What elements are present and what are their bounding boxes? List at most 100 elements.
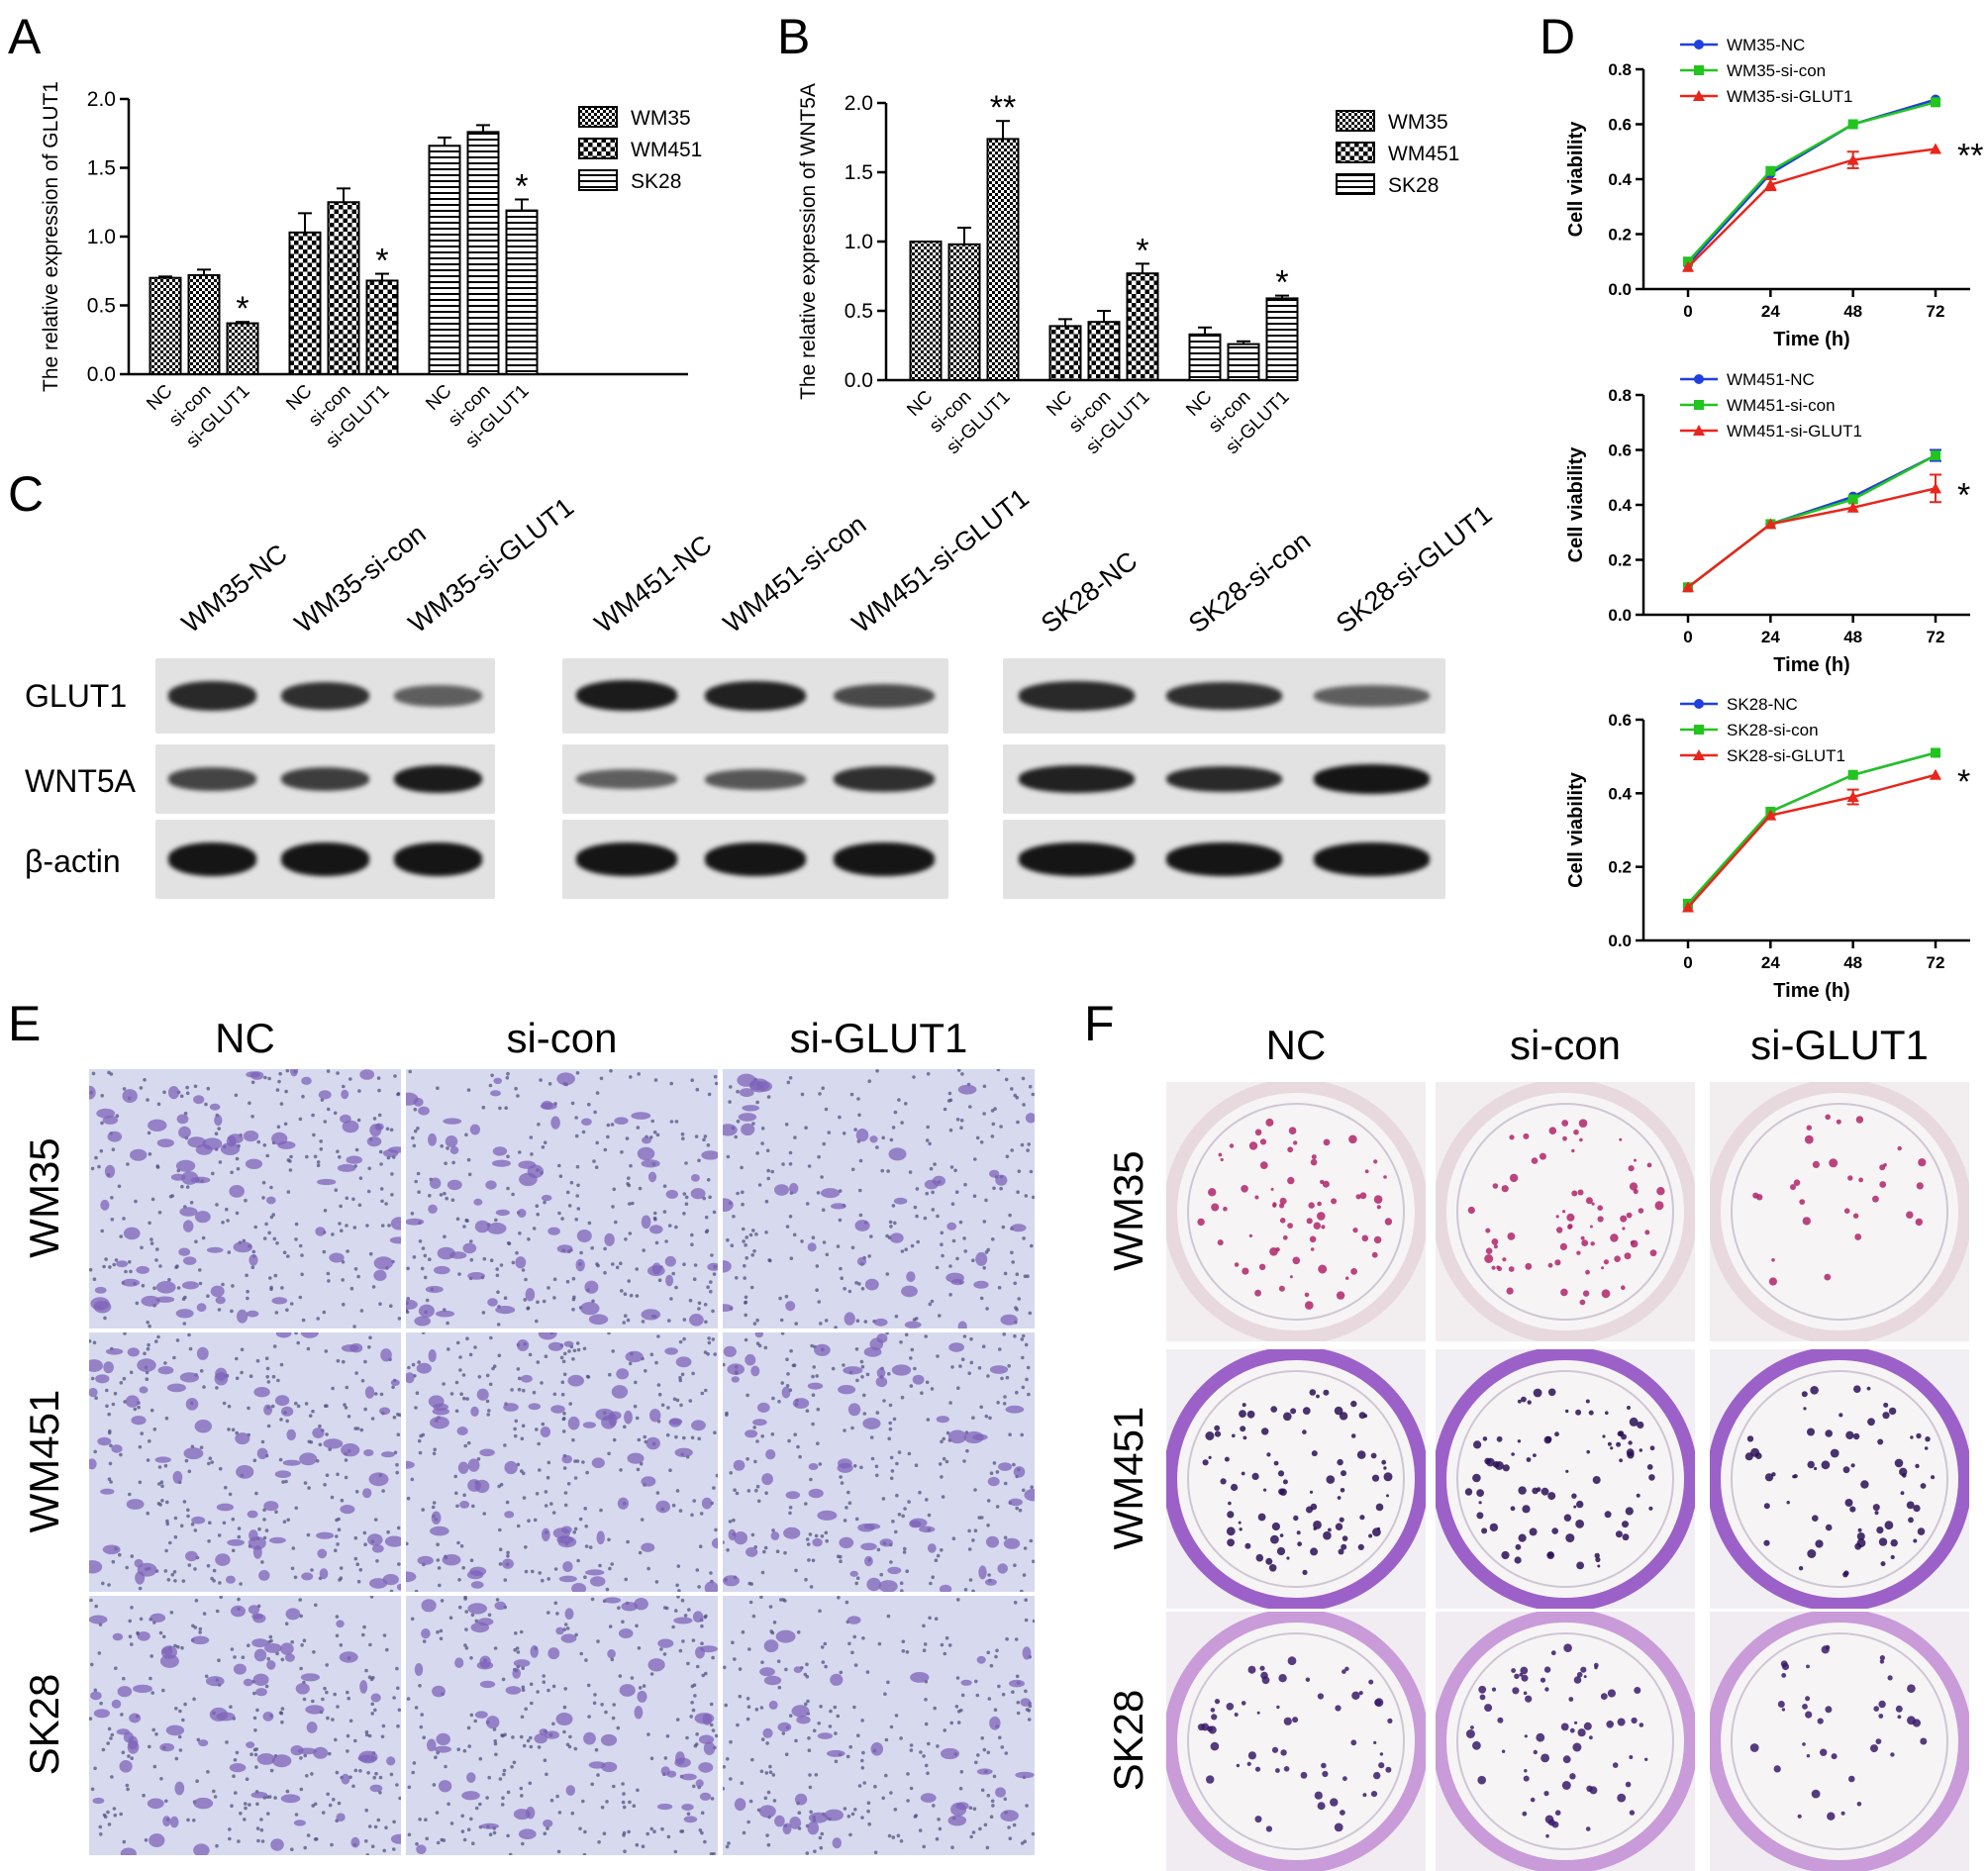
blot-strip xyxy=(155,820,495,899)
colony-column-label: si-GLUT1 xyxy=(1750,1022,1929,1068)
y-tick-label: 0.2 xyxy=(1608,551,1632,570)
colony-plate-photo xyxy=(1436,1612,1695,1871)
bar xyxy=(1227,343,1260,382)
x-axis-label: Time (h) xyxy=(1773,980,1849,1002)
line-chart-D3: 0.0 0.2 0.4 0.6 0 24 48 72 Time (h) Cell viabilit… xyxy=(1565,695,1970,1002)
y-tick-label: 1.0 xyxy=(845,231,873,253)
x-tick-label: 24 xyxy=(1761,302,1780,321)
y-tick-label: 0.4 xyxy=(1608,496,1632,515)
y-tick-label: 0.0 xyxy=(1608,606,1632,625)
x-tick-label: 48 xyxy=(1843,953,1862,972)
colony-plate-photo xyxy=(1166,1349,1426,1609)
bar xyxy=(187,273,221,376)
y-axis-label: Cell viability xyxy=(1565,121,1587,238)
bar xyxy=(428,145,461,375)
legend-swatch xyxy=(1336,142,1375,163)
transwell-micrograph xyxy=(723,1596,1035,1855)
data-point xyxy=(1846,501,1859,513)
y-axis-label: Cell viability xyxy=(1565,771,1587,888)
transwell-micrograph xyxy=(89,1332,401,1592)
legend-label: SK28 xyxy=(631,170,681,193)
legend-label: WM451-si-GLUT1 xyxy=(1727,422,1862,441)
data-point xyxy=(1682,581,1694,593)
blot-band xyxy=(576,768,677,790)
colony-plate-photo xyxy=(1436,1349,1695,1609)
colony-row-label: SK28 xyxy=(1105,1689,1151,1792)
significance-mark: * xyxy=(1957,476,1970,514)
legend-label: WM451-NC xyxy=(1727,370,1815,389)
legend-marker xyxy=(1694,40,1704,49)
legend-label: SK28-si-con xyxy=(1727,721,1819,739)
transwell-row-label: WM35 xyxy=(21,1137,67,1258)
blot-band xyxy=(167,681,256,711)
transwell-row-label: SK28 xyxy=(21,1673,67,1776)
bar xyxy=(505,209,539,375)
data-point xyxy=(1931,747,1940,758)
y-tick-label: 0.2 xyxy=(1608,858,1632,877)
bar xyxy=(1188,333,1222,381)
blot-band xyxy=(280,681,370,711)
x-tick-label: 72 xyxy=(1927,628,1945,646)
x-tick-label: 48 xyxy=(1843,628,1862,646)
legend-swatch xyxy=(578,138,618,159)
y-tick-label: 1.5 xyxy=(845,161,873,184)
significance-mark: * xyxy=(1275,264,1288,302)
legend-label: SK28-si-GLUT1 xyxy=(1727,746,1845,765)
y-tick-label: 0.4 xyxy=(1608,784,1632,803)
blot-band xyxy=(705,768,806,790)
blot-band xyxy=(1166,765,1282,793)
y-tick-label: 0.5 xyxy=(87,295,116,318)
legend-label: WM35 xyxy=(631,107,691,130)
y-tick-label: 0.4 xyxy=(1608,170,1632,189)
legend-label: WM451-si-con xyxy=(1727,396,1836,415)
transwell-column-label: si-con xyxy=(506,1015,618,1061)
bar xyxy=(365,279,399,376)
bar-chart-B: 0.0 0.5 1.0 1.5 2.0 The relative expression o… xyxy=(797,83,1459,458)
legend-marker xyxy=(1694,725,1704,735)
blot-band xyxy=(167,842,256,876)
blot-strip xyxy=(562,658,948,734)
blot-band xyxy=(394,685,483,707)
series-line xyxy=(1687,751,1937,905)
panel-label-a: A xyxy=(8,9,42,64)
legend-marker xyxy=(1694,400,1704,410)
blot-band xyxy=(394,842,483,876)
bar xyxy=(327,201,360,375)
colony-plate-photo xyxy=(1166,1082,1426,1341)
legend-marker xyxy=(1693,749,1705,760)
blot-row-label: β-actin xyxy=(25,843,121,879)
y-tick-label: 0.2 xyxy=(1608,226,1632,245)
legend-label: WM35 xyxy=(1388,111,1448,134)
transwell-row-label: WM451 xyxy=(21,1389,67,1533)
data-point xyxy=(1682,901,1694,913)
transwell-micrograph xyxy=(89,1069,401,1329)
legend-label: WM35-si-con xyxy=(1727,61,1826,80)
x-tick-label: 48 xyxy=(1843,302,1862,321)
x-tick-label: 0 xyxy=(1683,628,1692,646)
y-axis-label: The relative expression of GLUT1 xyxy=(40,81,62,392)
blot-band xyxy=(1019,765,1135,793)
blot-row-label: GLUT1 xyxy=(25,678,128,714)
colony-column-label: si-con xyxy=(1509,1022,1622,1068)
blot-band xyxy=(576,680,677,712)
bar xyxy=(1265,297,1299,381)
y-tick-label: 2.0 xyxy=(87,88,116,111)
panel-label-b: B xyxy=(777,9,811,64)
blot-band xyxy=(1314,842,1430,876)
y-tick-label: 1.0 xyxy=(87,226,116,248)
data-point xyxy=(1846,791,1859,803)
x-tick-label: 72 xyxy=(1927,953,1945,972)
bar xyxy=(149,276,182,376)
y-tick-label: 0.0 xyxy=(1608,280,1632,299)
significance-mark: * xyxy=(375,243,388,280)
blot-band xyxy=(834,842,935,876)
blot-band xyxy=(1314,685,1430,707)
y-tick-label: 0.6 xyxy=(1608,116,1632,135)
x-axis-label: Time (h) xyxy=(1773,329,1849,350)
series-line xyxy=(1687,453,1937,589)
blot-row-label: WNT5A xyxy=(25,763,136,799)
data-point xyxy=(1847,769,1858,780)
data-point xyxy=(1931,450,1940,461)
legend-label: WM451 xyxy=(1388,143,1459,165)
transwell-micrograph xyxy=(406,1332,718,1592)
